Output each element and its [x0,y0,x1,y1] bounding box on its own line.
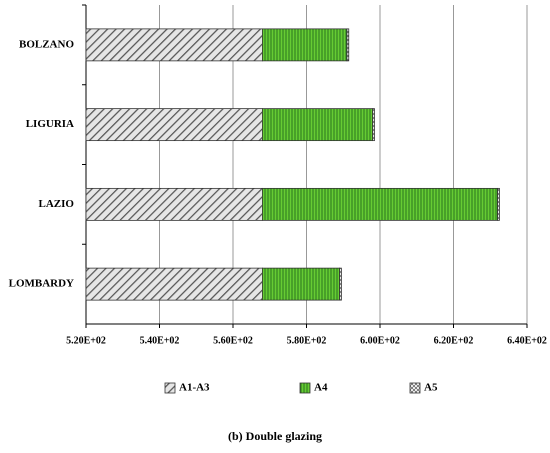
legend-label: A4 [314,382,328,394]
bar-segment [85,187,263,221]
y-tick-label: LAZIO [39,198,75,210]
bar-segment [85,28,263,62]
x-tick-label: 5.20E+02 [66,335,106,346]
legend-swatch [409,382,421,394]
x-tick-label: 5.40E+02 [140,335,180,346]
bar-segment [261,28,348,62]
bar-segment [85,267,263,301]
bar-segment [261,267,340,301]
x-tick-label: 5.80E+02 [287,335,327,346]
x-tick-label: 6.40E+02 [507,335,547,346]
bar-segment [261,108,374,142]
x-tick-label: 6.20E+02 [434,335,474,346]
x-tick-label: 5.60E+02 [213,335,253,346]
legend-label: A5 [424,382,438,394]
caption: (b) Double glazing [228,429,322,443]
y-tick-label: LOMBARDY [9,278,74,290]
x-tick-label: 6.00E+02 [360,335,400,346]
bar-segment [85,108,263,142]
bar-segment [497,187,500,221]
bar-segment [346,28,350,62]
bar-segment [261,187,498,221]
bar-segment [339,267,342,301]
y-tick-label: BOLZANO [19,38,74,50]
legend-label: A1-A3 [179,382,210,394]
bar-segment [372,108,375,142]
legend-swatch [164,382,176,394]
y-tick-label: LIGURIA [26,118,74,130]
legend-swatch [299,382,311,394]
